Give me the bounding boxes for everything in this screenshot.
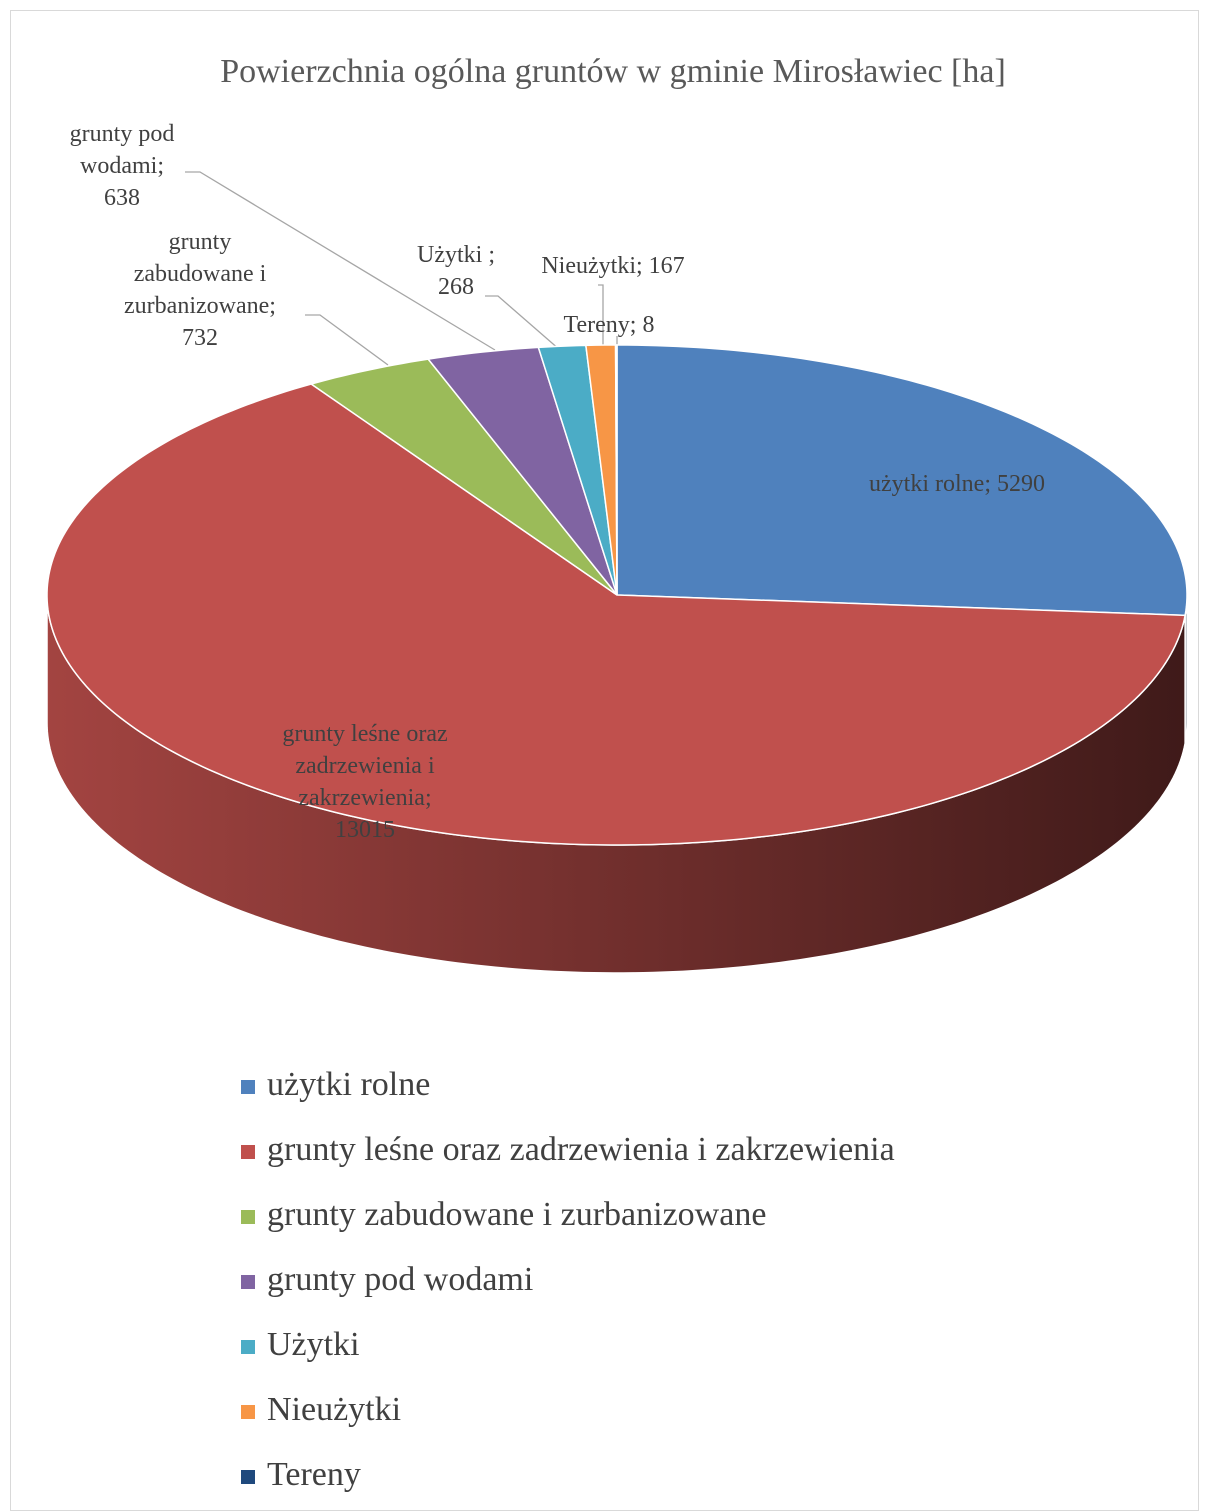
data-label: Tereny; 8 (564, 312, 655, 338)
legend-swatch (241, 1210, 255, 1224)
data-label: użytki rolne; 5290 (869, 471, 1045, 497)
leader-line (485, 295, 561, 351)
legend-label: Nieużytki (267, 1391, 401, 1428)
legend-swatch (241, 1405, 255, 1419)
slice (46, 383, 1187, 846)
legend-label: użytki rolne (267, 1066, 430, 1103)
legend-label: grunty zabudowane i zurbanizowane (267, 1196, 766, 1233)
slice (614, 344, 618, 596)
slice (537, 344, 618, 596)
legend-label: grunty leśne oraz zadrzewienia i zakrzew… (267, 1131, 895, 1168)
data-label: grunty pod wodami; 638 (70, 121, 175, 211)
data-label: Użytki ; 268 (417, 242, 495, 300)
legend-swatch (241, 1470, 255, 1484)
legend-label: grunty pod wodami (267, 1261, 533, 1298)
data-label: Nieużytki; 167 (541, 253, 684, 279)
slice (309, 358, 618, 596)
legend-swatch (241, 1145, 255, 1159)
legend-swatch (241, 1080, 255, 1094)
leader-line (305, 314, 389, 366)
slice (616, 344, 1188, 617)
leader-line (598, 284, 604, 348)
legend-label: Użytki (267, 1326, 360, 1363)
slice (426, 346, 618, 596)
leader-line (185, 171, 496, 351)
legend-swatch (241, 1340, 255, 1354)
data-label: grunty zabudowane i zurbanizowane; 732 (124, 229, 276, 351)
leader-lines (185, 171, 618, 366)
legend-label: Tereny (267, 1456, 361, 1493)
data-label: grunty leśne oraz zadrzewienia i zakrzewie… (282, 721, 447, 843)
chart-title: Powierzchnia ogólna gruntów w gminie Mir… (220, 53, 1006, 90)
legend-swatch (241, 1275, 255, 1289)
